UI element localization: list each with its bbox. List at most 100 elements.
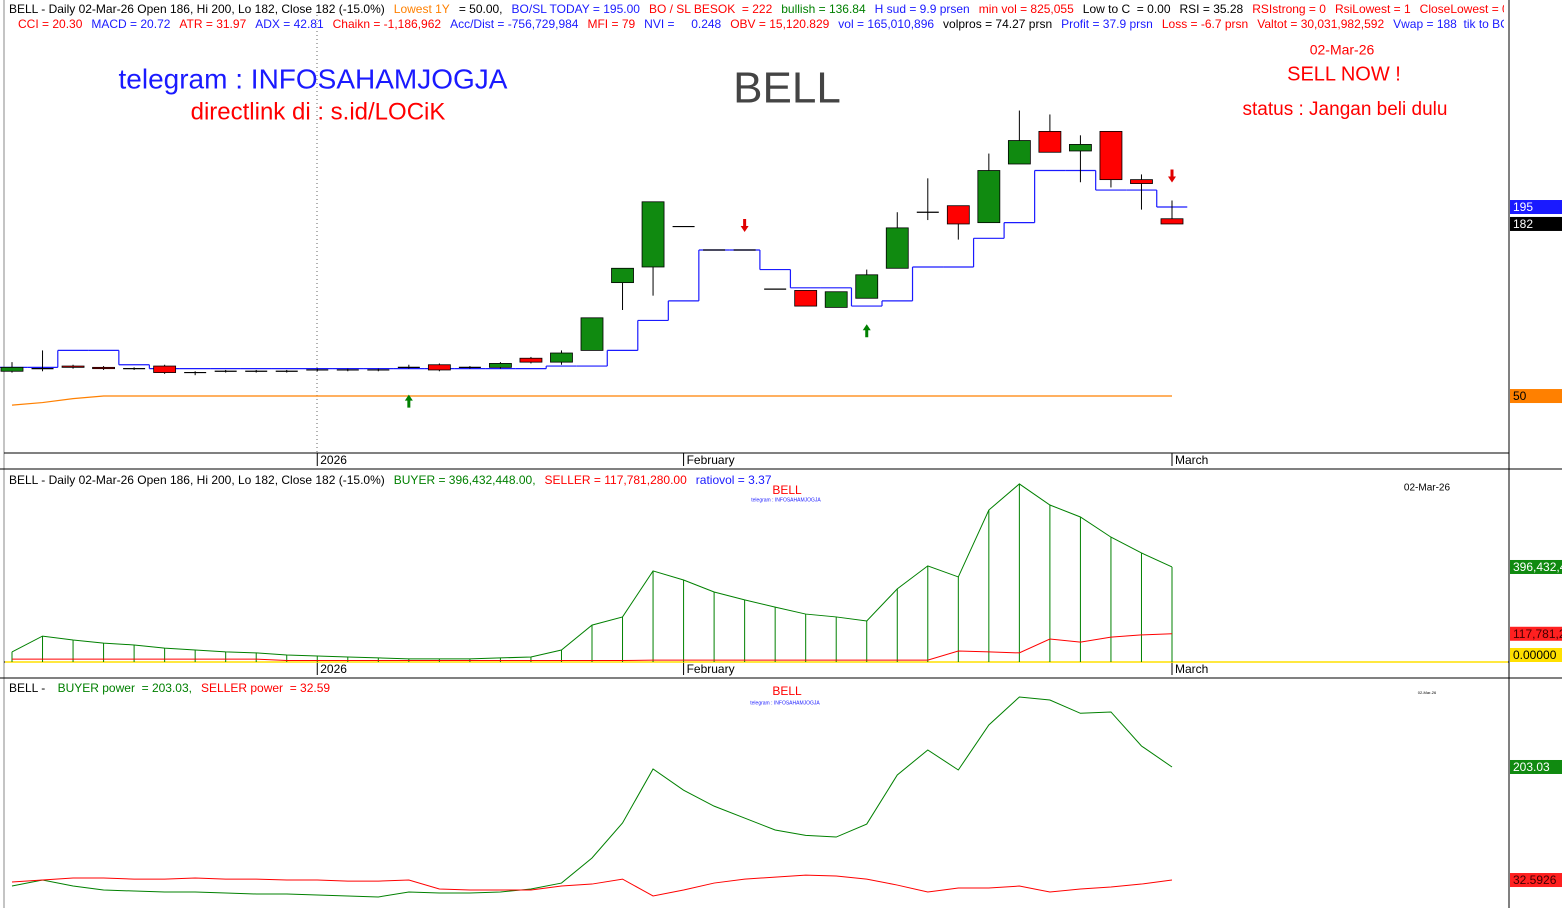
- buy-arrow: [862, 324, 871, 338]
- candle-body: [977, 170, 1001, 224]
- header-item: CloseLowest = 0: [1419, 2, 1504, 16]
- x-tick-label: February: [687, 453, 735, 467]
- header-item: MACD = 20.72: [91, 17, 171, 31]
- header-item: OBV = 15,120.829: [730, 17, 830, 31]
- header-item: BUYER = 396,432,448.00,: [393, 473, 536, 487]
- header-item: volpros = 74.27 prsn: [943, 17, 1053, 31]
- header-item: BELL - Daily 02-Mar-26 Open 186, Hi 200,…: [9, 473, 385, 487]
- sell-arrow: [740, 219, 749, 233]
- candle-body: [427, 364, 451, 371]
- candle-body: [794, 290, 818, 307]
- value-marker: [1510, 626, 1562, 641]
- overlay-line: [11, 395, 1172, 406]
- sell-arrow: [1168, 169, 1176, 183]
- header-line: BELL - BUYER power = 203.03, SELLER power…: [9, 681, 1504, 696]
- value-marker-label: 0.00000: [1513, 648, 1557, 662]
- candle-body: [153, 365, 177, 373]
- value-marker: [1510, 648, 1562, 662]
- candle-body: [885, 227, 909, 269]
- header-item: RsiLowest = 1: [1334, 2, 1411, 16]
- value-marker: [1510, 559, 1562, 574]
- value-marker: [1510, 216, 1562, 231]
- header-item: bullish = 136.84: [781, 2, 866, 16]
- panel-header: BELL - BUYER power = 203.03, SELLER power…: [9, 681, 1504, 696]
- header-item: ADX = 42.81: [255, 17, 324, 31]
- header-line: BELL - Daily 02-Mar-26 Open 186, Hi 200,…: [9, 473, 1504, 488]
- panel-ticker: BELL: [772, 684, 802, 698]
- value-marker: [1510, 759, 1562, 774]
- header-item: BO/SL TODAY = 195.00: [511, 2, 640, 16]
- panel-header: BELL - Daily 02-Mar-26 Open 186, Hi 200,…: [9, 2, 1504, 32]
- header-item: Acc/Dist = -756,729,984: [450, 17, 579, 31]
- header-item: BUYER power = 203.03,: [57, 681, 192, 695]
- value-marker-label: 32.5926: [1513, 873, 1557, 887]
- value-marker: [1510, 873, 1562, 888]
- candle-body: [580, 317, 604, 351]
- candle-body: [855, 274, 879, 299]
- series-line: [11, 696, 1173, 898]
- header-item: BELL -: [9, 681, 49, 695]
- header-item: Profit = 37.9 prsn: [1061, 17, 1153, 31]
- candle-body: [519, 357, 543, 363]
- candle-body: [824, 291, 848, 308]
- header-item: SELLER = 117,781,280.00: [544, 473, 687, 487]
- candle-body: [1099, 131, 1123, 181]
- panel-date: 02-Mar-26: [1418, 690, 1437, 695]
- date-note: 02-Mar-26: [1310, 42, 1375, 58]
- value-marker-label: 50: [1513, 389, 1527, 403]
- series-line: [11, 483, 1173, 660]
- value-marker: [1510, 389, 1562, 404]
- x-tick-label: February: [687, 662, 735, 676]
- value-marker-label: 203.03: [1513, 760, 1550, 774]
- header-item: Loss = -6.7 prsn: [1161, 17, 1249, 31]
- header-item: Chaikn = -1,186,962: [332, 17, 442, 31]
- telegram-note: telegram : INFOSAHAMJOGJA: [119, 63, 508, 94]
- header-item: MFI = 79: [587, 17, 636, 31]
- candle-body: [0, 366, 24, 372]
- panel-ticker: BELL: [772, 483, 802, 497]
- x-tick-label: 2026: [320, 662, 347, 676]
- header-item: H sud = 9.9 prsen: [874, 2, 970, 16]
- candle-body: [92, 366, 115, 370]
- header-item: Low to C = 0.00: [1082, 2, 1171, 16]
- header-line: CCI = 20.30 MACD = 20.72 ATR = 31.97 ADX = …: [9, 17, 1504, 32]
- candle-body: [946, 205, 970, 225]
- candle-body: [611, 267, 634, 284]
- x-tick-label: 2026: [320, 453, 347, 467]
- header-item: SELLER power = 32.59: [201, 681, 331, 695]
- value-marker-label: 117,781,2: [1513, 627, 1562, 641]
- header-item: ratiovol = 3.37: [695, 473, 772, 487]
- signal-note: SELL NOW !: [1287, 63, 1401, 85]
- header-item: NVI = 0.248: [644, 17, 722, 31]
- candle-body: [489, 363, 512, 368]
- status-note: status : Jangan beli dulu: [1243, 99, 1448, 120]
- candle-body: [1038, 131, 1062, 153]
- header-item: RSI = 35.28: [1179, 2, 1244, 16]
- candle-body: [61, 365, 85, 368]
- panel-date: 02-Mar-26: [1404, 483, 1451, 494]
- header-line: BELL - Daily 02-Mar-26 Open 186, Hi 200,…: [9, 2, 1504, 17]
- value-marker: [1510, 200, 1562, 215]
- panel-telegram: telegram : INFOSAHAMJOGJA: [750, 700, 820, 706]
- series-line: [12, 633, 1173, 662]
- x-tick-label: March: [1175, 662, 1208, 676]
- panel-header: BELL - Daily 02-Mar-26 Open 186, Hi 200,…: [9, 473, 1504, 488]
- candle-body: [1160, 218, 1184, 225]
- buy-arrow: [404, 394, 413, 408]
- panel-telegram: telegram : INFOSAHAMJOGJA: [751, 497, 821, 503]
- candle-body: [550, 352, 573, 363]
- value-marker-label: 195: [1513, 200, 1533, 214]
- header-item: Vwap = 188 tik to BO/SL = 40: [1393, 17, 1504, 31]
- header-item: min vol = 825,055: [978, 2, 1074, 16]
- header-item: Lowest 1Y: [393, 2, 450, 16]
- header-item: RSIstrong = 0: [1252, 2, 1326, 16]
- candle-body: [1007, 140, 1031, 165]
- series-line: [11, 874, 1173, 897]
- x-tick-label: March: [1175, 453, 1208, 467]
- value-marker-label: 182: [1513, 217, 1533, 231]
- value-marker-label: 396,432,4: [1513, 560, 1562, 574]
- header-item: BELL - Daily 02-Mar-26 Open 186, Hi 200,…: [9, 2, 385, 16]
